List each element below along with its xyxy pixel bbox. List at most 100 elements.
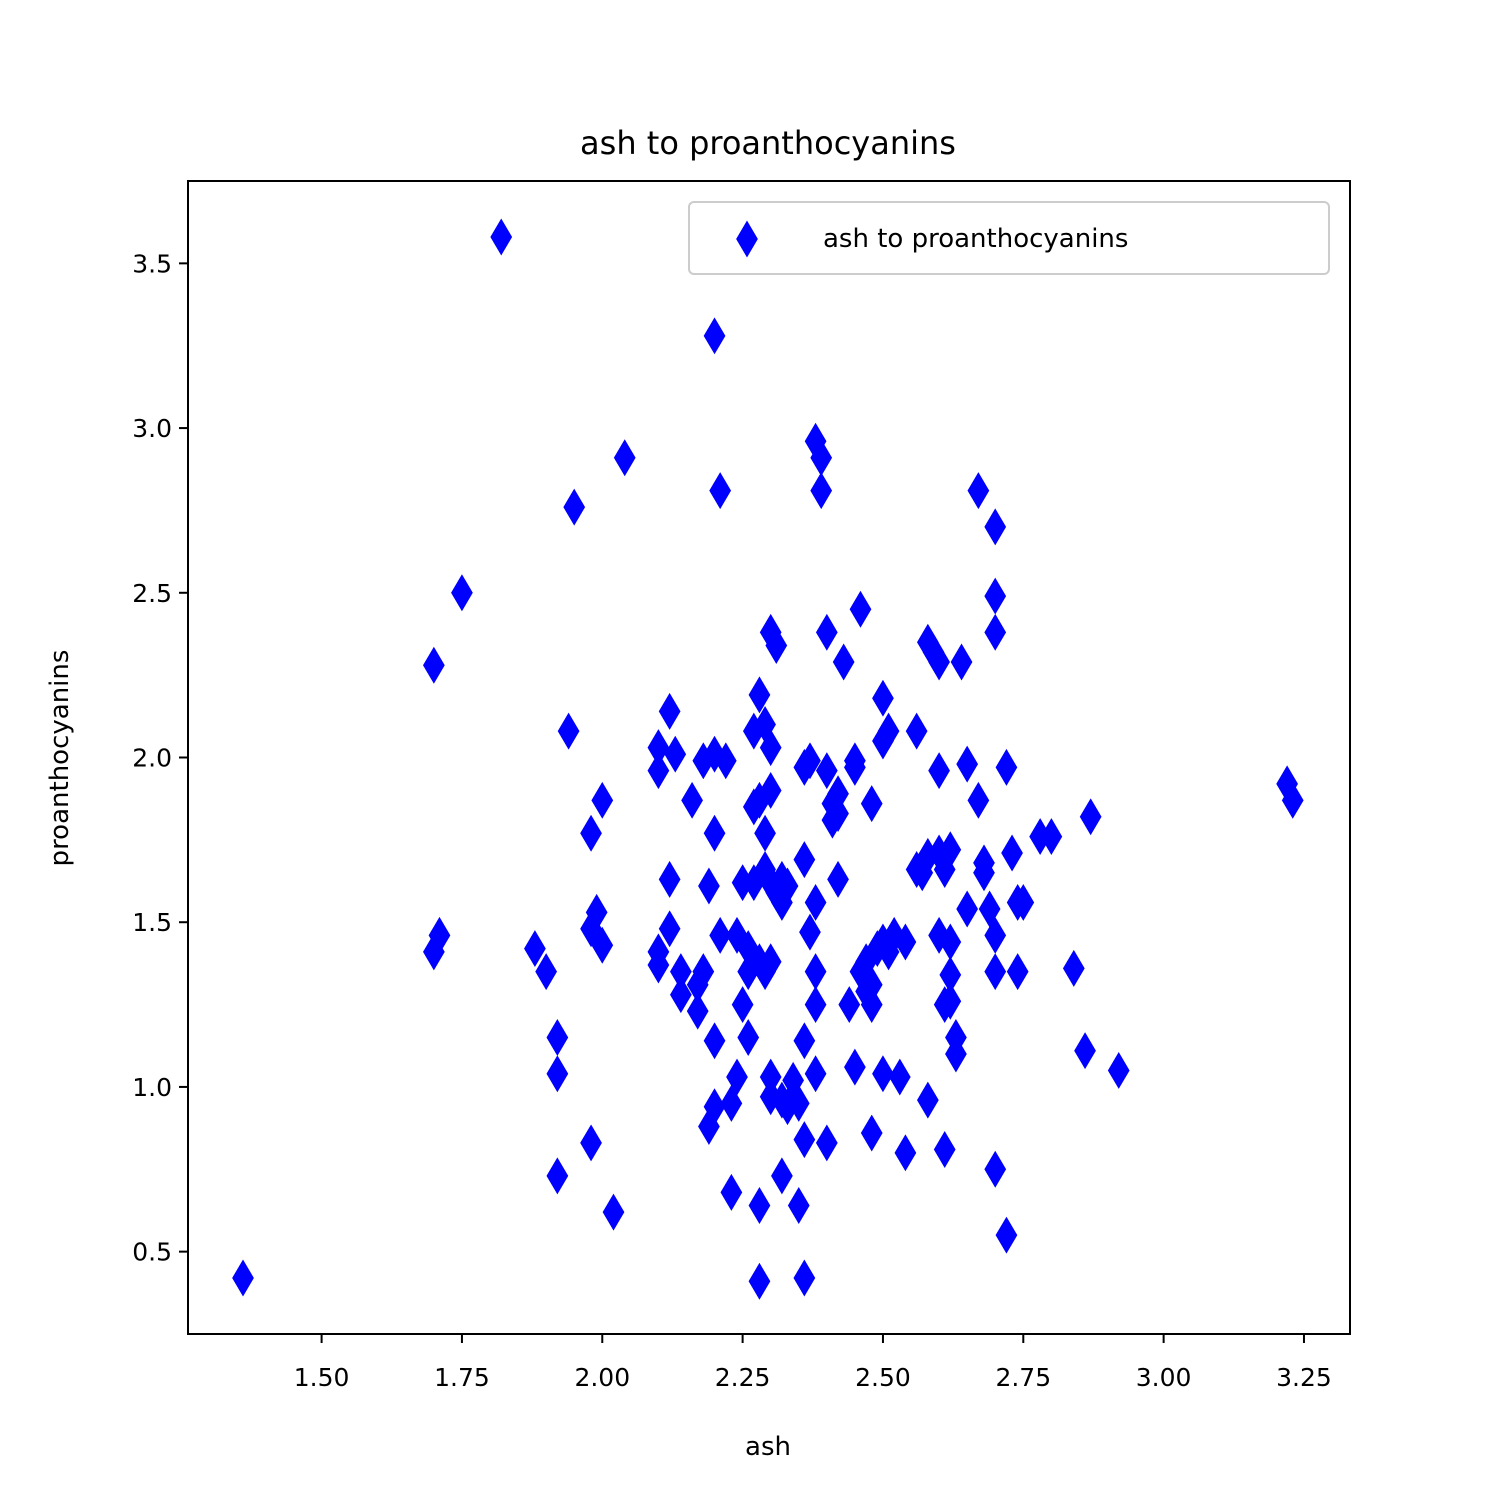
data-point [827,860,849,898]
data-point [978,890,1001,928]
data-point [832,643,855,681]
data-point [703,814,726,852]
y-tick-label: 3.0 [132,414,172,443]
data-point [703,1022,726,1060]
data-point [692,953,715,991]
data-point [1001,834,1023,872]
data-point [888,1058,911,1096]
data-point [933,1131,956,1168]
data-point [765,627,788,664]
data-point [658,860,681,898]
y-tick-label: 2.5 [132,579,172,608]
data-point [844,1048,866,1086]
data-point [451,574,473,612]
chart-title: ash to proanthocyanins [580,124,956,162]
data-point [844,748,866,786]
data-point [748,1262,771,1300]
data-point [838,986,861,1024]
data-point [799,913,821,951]
legend: ash to proanthocyanins [688,201,1330,275]
data-point [709,916,732,954]
data-point [945,1035,967,1073]
legend-marker [736,220,758,258]
data-point [793,841,816,879]
data-point [669,976,692,1014]
y-axis-label: proanthocyanins [45,650,75,867]
data-point [658,692,681,730]
x-tick-label: 2.00 [574,1363,630,1392]
data-point [490,218,513,256]
data-point [664,735,687,773]
data-point [973,854,995,892]
data-point [950,643,973,681]
data-point [956,890,979,928]
data-points [232,218,1304,1300]
data-point [984,953,1007,991]
data-point [872,679,894,717]
y-tick-label: 2.0 [132,744,172,773]
data-point [748,1187,771,1225]
x-axis: 1.50 1.75 2.00 2.25 2.50 2.75 3.00 3.25 [294,1334,1332,1392]
data-point [956,745,979,783]
legend-frame [688,201,1330,275]
x-tick-label: 3.00 [1136,1363,1192,1392]
data-point [776,867,799,905]
data-point [647,946,670,984]
plot-frame [187,180,1351,1335]
data-point [1062,949,1085,987]
data-point [939,982,962,1020]
x-tick-label: 1.50 [294,1363,350,1392]
data-point [860,1114,883,1152]
data-point [698,867,720,905]
data-point [1040,818,1063,856]
data-point [714,742,737,780]
y-tick-label: 0.5 [132,1238,172,1267]
data-point [428,916,451,954]
data-point [967,781,990,819]
y-tick-label: 3.5 [132,249,172,278]
data-point [726,1058,748,1096]
data-point [524,930,546,968]
data-point [613,439,636,477]
data-point [759,943,782,981]
data-point [1107,1051,1130,1089]
data-point [1012,883,1035,921]
data-point [928,643,950,681]
data-point [793,1259,816,1297]
data-point [754,814,776,852]
data-point [787,1187,810,1225]
data-point [894,1134,917,1172]
data-point [984,613,1007,651]
data-point [804,883,827,921]
data-point [804,1055,827,1093]
data-point [827,795,849,832]
data-point [815,613,838,651]
data-point [1074,1032,1096,1070]
data-point [939,831,962,869]
data-point [1281,781,1304,819]
data-point [731,986,754,1024]
data-point [720,1084,743,1122]
data-point [591,926,614,964]
data-point [872,1055,894,1093]
x-axis-label: ash [745,1432,791,1462]
y-tick-label: 1.0 [132,1073,172,1102]
data-point [984,508,1007,546]
data-point [1079,798,1102,836]
data-point [799,742,821,780]
data-point [849,590,872,628]
data-point [793,1121,816,1159]
data-point [967,472,990,510]
data-point [984,1150,1007,1188]
data-point [232,1259,254,1297]
data-point [860,986,883,1024]
data-point [815,1124,838,1162]
data-point [585,893,608,931]
data-point [591,781,614,819]
x-tick-label: 2.50 [855,1363,911,1392]
data-point [546,1019,569,1056]
data-point [984,916,1007,954]
data-point [546,1157,569,1195]
data-point [905,712,928,750]
